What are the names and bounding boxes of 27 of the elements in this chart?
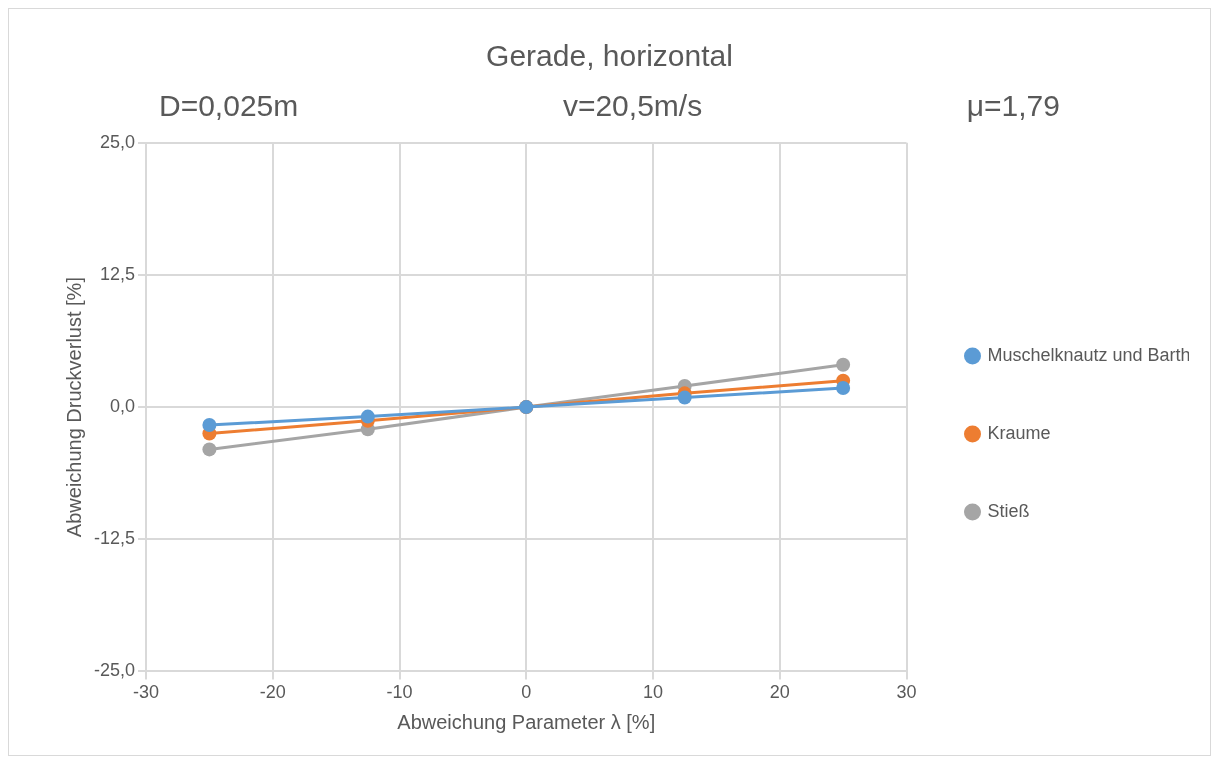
text: μ=1,79 (966, 89, 1060, 123)
legend-label: Kraume (987, 422, 1051, 443)
point (202, 418, 217, 433)
y-tick-label: 0,0 (110, 396, 136, 417)
chart-title: Gerade, horizontal (485, 39, 734, 73)
legend-label: Stieß (987, 500, 1030, 521)
x-tick-label: -20 (259, 682, 286, 703)
x-tick-label: 30 (896, 682, 917, 703)
x-axis-title: Abweichung Parameter λ [%] (397, 710, 656, 733)
text: v=20,5m/s (562, 89, 703, 123)
x-tick-label: 10 (642, 682, 664, 703)
point (836, 381, 851, 396)
y-tick-label: 25,0 (99, 131, 136, 152)
x-tick-label: -30 (133, 682, 160, 703)
y-axis-title: Abweichung Druckverlust [%] (62, 277, 85, 538)
point (360, 409, 375, 424)
x-tick-label: 20 (769, 682, 790, 703)
y-tick-label: 12,5 (99, 263, 136, 284)
x-tick-label: -10 (386, 682, 413, 703)
point (836, 357, 851, 372)
point (202, 442, 217, 457)
y-tick-label: -12,5 (94, 528, 136, 549)
x-tick-label: 0 (521, 682, 532, 703)
text: D=0,025m (159, 89, 299, 123)
point (677, 390, 692, 405)
legend-label: Muschelknautz und Barth (987, 344, 1191, 365)
y-tick-label: -25,0 (94, 660, 136, 681)
